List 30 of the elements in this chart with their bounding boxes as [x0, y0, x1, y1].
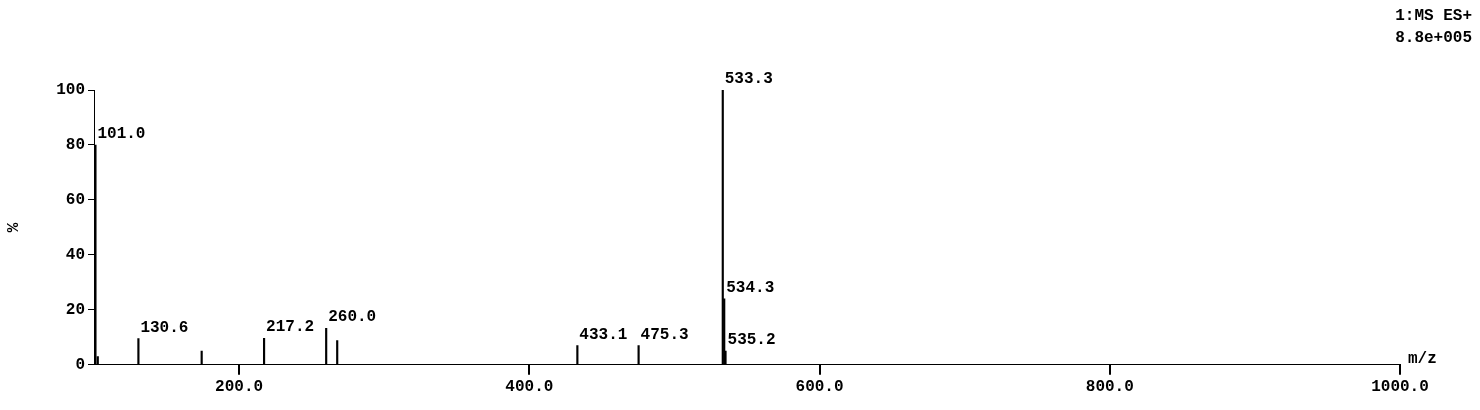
annotation: 475.3: [640, 325, 689, 344]
y-tick-label: 40: [65, 245, 85, 264]
x-tick-label: 200.0: [215, 378, 264, 397]
y-tick-label: 60: [65, 190, 85, 209]
annotation: 217.2: [266, 318, 315, 337]
text: 8.8e+005: [1395, 29, 1472, 48]
x-tick-label: 1000.0: [1371, 378, 1429, 397]
text: 1:MS ES+: [1395, 7, 1472, 26]
bar: [262, 338, 266, 365]
annotation: 535.2: [727, 331, 776, 350]
x-tick-label: 400.0: [505, 378, 554, 397]
annotation: 433.1: [579, 325, 628, 344]
y-tick-label: 100: [56, 81, 85, 100]
annotation: 534.3: [726, 278, 775, 297]
bar: [336, 340, 339, 365]
annotation: 260.0: [328, 308, 377, 327]
bar: [576, 345, 579, 365]
y-tick-label: 80: [65, 135, 85, 154]
annotation: 533.3: [724, 70, 773, 89]
annotation: 130.6: [140, 318, 189, 337]
bar: [637, 345, 640, 365]
x-tick-label: 600.0: [795, 378, 844, 397]
bar: [137, 338, 140, 365]
y-tick-label: 20: [65, 300, 85, 319]
y-tick-label: 0: [75, 355, 85, 374]
x-tick-label: 800.0: [1085, 378, 1134, 397]
x-axis-title: m/z: [1408, 349, 1437, 368]
y-axis-title: %: [4, 222, 23, 233]
bar: [325, 327, 328, 365]
annotation: 101.0: [97, 124, 146, 143]
